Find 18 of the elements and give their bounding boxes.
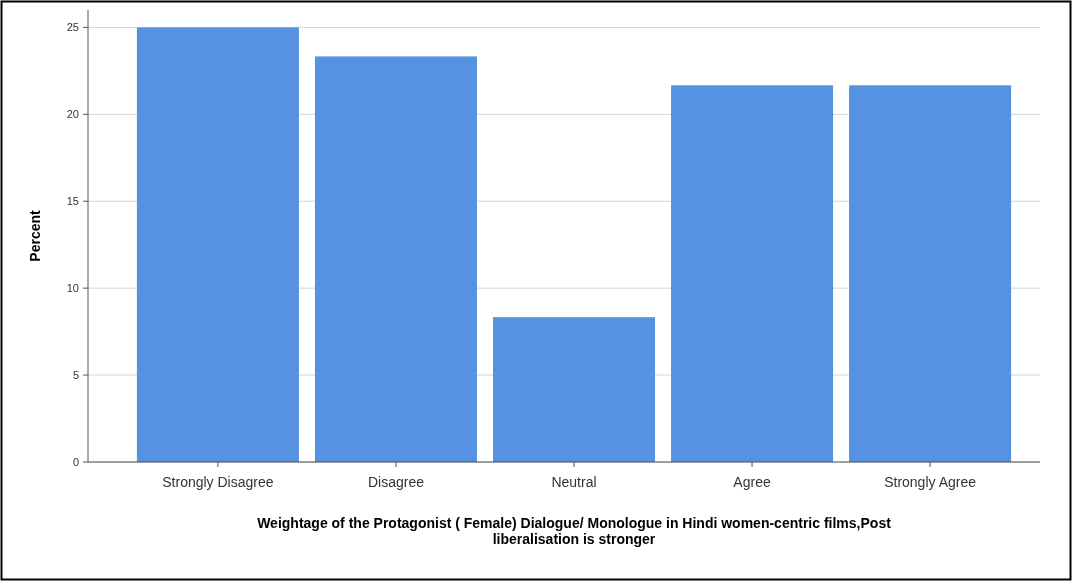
bar [849,85,1012,462]
x-tick-label: Neutral [551,474,597,490]
y-tick-label: 5 [72,368,79,381]
bar [671,85,834,462]
x-tick-label: Disagree [367,474,425,490]
bar [136,27,299,462]
x-axis-title: Weightage of the Protagonist ( Female) Dialogue/ Monologue in Hindi women-centric films,Post liberalisation is stronger [257,515,892,547]
y-tick-label: 0 [72,455,79,468]
x-tick-label: Strongly Disagree [162,474,274,490]
x-tick-label: Agree [733,474,771,490]
bar [314,56,477,462]
y-tick-label: 25 [66,21,79,34]
y-tick-label: 15 [66,195,79,208]
y-tick-label: 20 [66,108,79,121]
y-axis-title: Percent [27,209,43,262]
y-tick-label: 10 [66,282,79,294]
x-tick-label: Strongly Agree [884,474,977,490]
bar [492,317,656,462]
